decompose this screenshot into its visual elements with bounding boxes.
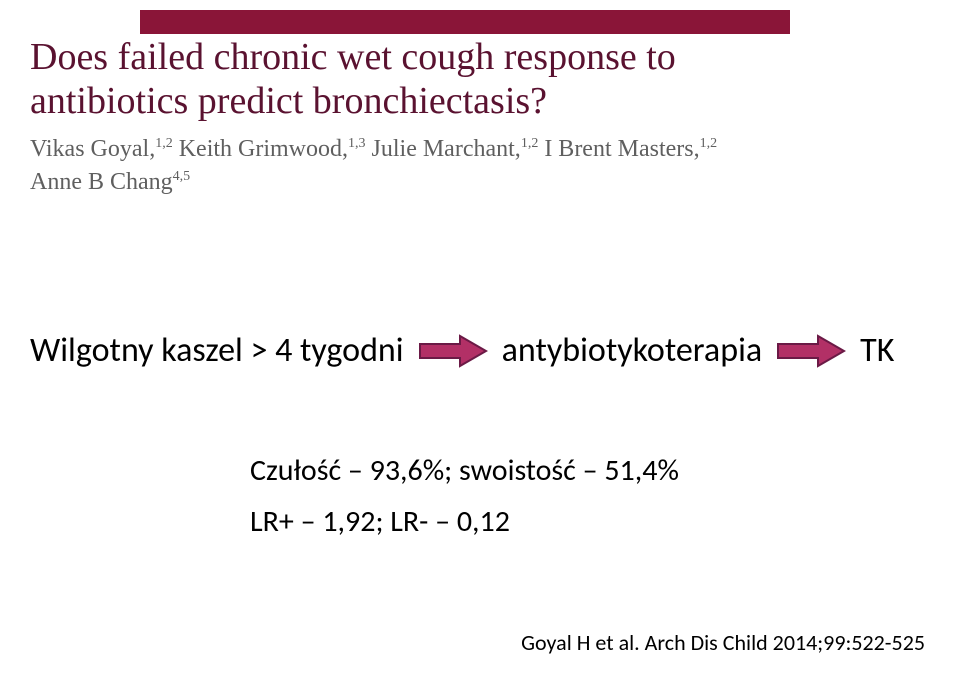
citation: Goyal H et al. Arch Dis Child 2014;99:52… xyxy=(521,629,925,656)
flow-step-3: TK xyxy=(860,330,894,371)
paper-authors: Vikas Goyal,1,2 Keith Grimwood,1,3 Julie… xyxy=(30,133,790,198)
flow-step-2: antybiotykoterapia xyxy=(502,330,763,371)
arrow-icon xyxy=(418,333,488,369)
top-bar xyxy=(30,10,790,34)
maroon-bar xyxy=(140,10,790,34)
paper-title-line2: antibiotics predict bronchiectasis? xyxy=(30,80,547,122)
paper-header: Does failed chronic wet cough response t… xyxy=(30,10,790,198)
arrow-shape xyxy=(778,336,844,366)
stats-line-2: LR+ – 1,92; LR- – 0,12 xyxy=(250,496,679,547)
paper-title: Does failed chronic wet cough response t… xyxy=(30,36,790,123)
flow-step-1: Wilgotny kaszel > 4 tygodni xyxy=(30,330,404,371)
paper-title-line1: Does failed chronic wet cough response t… xyxy=(30,36,676,78)
stats-line-1: Czułość – 93,6%; swoistość – 51,4% xyxy=(250,445,679,496)
flow-row: Wilgotny kaszel > 4 tygodni antybiotykot… xyxy=(30,330,894,371)
arrow-shape xyxy=(420,336,486,366)
arrow-icon xyxy=(776,333,846,369)
stats-block: Czułość – 93,6%; swoistość – 51,4% LR+ –… xyxy=(250,445,679,547)
